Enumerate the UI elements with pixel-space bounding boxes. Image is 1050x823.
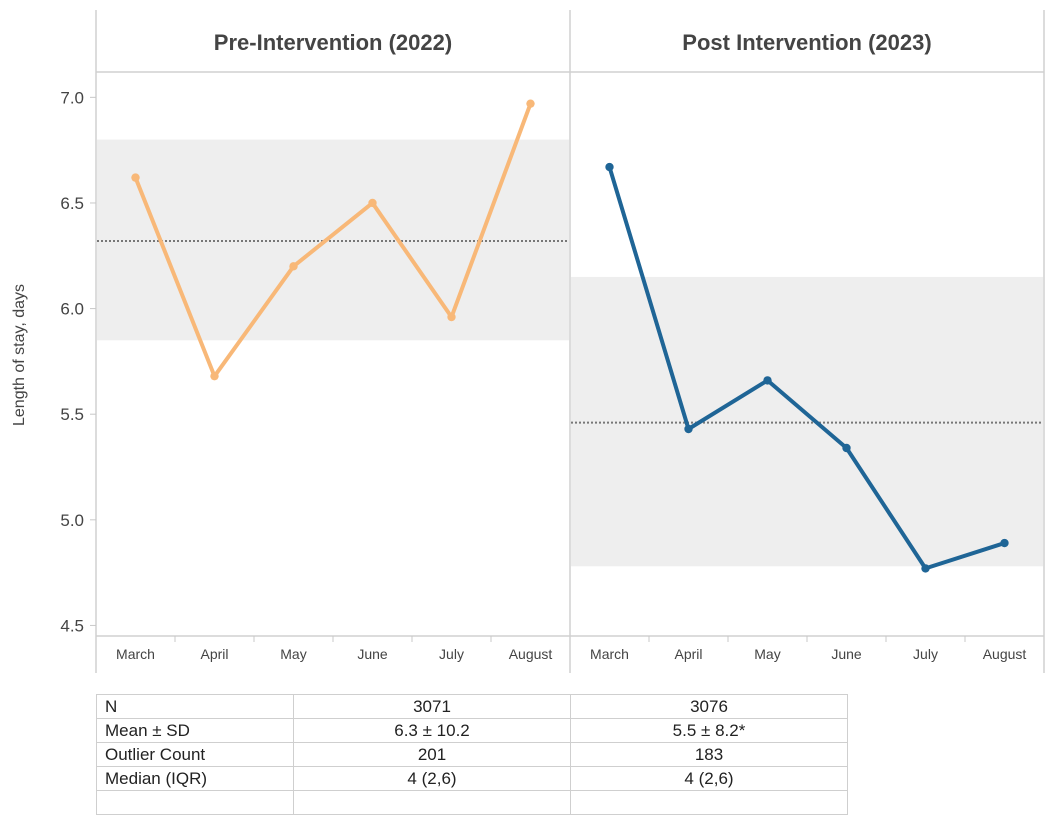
row-label: Mean ± SD	[96, 718, 294, 743]
table-cell	[570, 790, 848, 815]
x-tick-label: May	[280, 646, 306, 662]
table-row: N 3071 3076	[96, 694, 848, 719]
table-cell: 201	[293, 742, 571, 767]
table-cell: 4 (2,6)	[293, 766, 571, 791]
data-point	[1000, 538, 1009, 548]
data-point	[842, 443, 851, 453]
table-row: Median (IQR) 4 (2,6) 4 (2,6)	[96, 766, 848, 791]
panel-title: Post Intervention (2023)	[682, 30, 931, 55]
table-cell	[293, 790, 571, 815]
y-axis-label: Length of stay, days	[11, 284, 28, 426]
control-band	[97, 139, 569, 341]
y-tick-label: 7.0	[60, 88, 84, 107]
x-tick-label: August	[983, 646, 1027, 662]
table-cell: 5.5 ± 8.2*	[570, 718, 848, 743]
data-point	[210, 371, 219, 381]
series-line	[607, 165, 1007, 571]
x-tick-label: April	[674, 646, 702, 662]
x-tick-label: June	[357, 646, 388, 662]
table-cell: 3071	[293, 694, 571, 719]
row-label: N	[96, 694, 294, 719]
y-tick-label: 5.5	[60, 405, 84, 424]
x-tick-label: March	[116, 646, 155, 662]
data-point	[131, 173, 140, 182]
x-tick-label: June	[831, 646, 862, 662]
row-label	[96, 790, 294, 815]
data-point	[526, 99, 535, 108]
series-line	[133, 101, 533, 379]
row-label: Median (IQR)	[96, 766, 294, 791]
table-row: Outlier Count 201 183	[96, 742, 848, 767]
panel-title: Pre-Intervention (2022)	[214, 30, 452, 55]
table-cell: 6.3 ± 10.2	[293, 718, 571, 743]
table-cell: 4 (2,6)	[570, 766, 848, 791]
data-point	[289, 262, 298, 271]
x-tick-label: May	[754, 646, 780, 662]
table-cell: 3076	[570, 694, 848, 719]
table-cell: 183	[570, 742, 848, 767]
chart-area: Length of stay, days 7.0 6.5 6.0 5.5 5.0 4.5 Pr…	[11, 10, 1045, 673]
control-band	[571, 276, 1043, 567]
x-tick-label: July	[913, 646, 938, 662]
y-tick-label: 6.0	[60, 300, 84, 319]
y-tick-label: 4.5	[60, 616, 84, 635]
row-label: Outlier Count	[96, 742, 294, 767]
table-row	[96, 790, 848, 815]
x-tick-label: March	[590, 646, 629, 662]
table-row: Mean ± SD 6.3 ± 10.2 5.5 ± 8.2*	[96, 718, 848, 743]
data-point	[368, 198, 377, 208]
y-tick-label: 6.5	[60, 194, 84, 213]
data-point	[763, 376, 772, 385]
x-tick-label: August	[509, 646, 553, 662]
x-tick-label: July	[439, 646, 464, 662]
summary-table: N 3071 3076 Mean ± SD 6.3 ± 10.2 5.5 ± 8.2* Ou…	[96, 694, 848, 815]
y-tick-label: 5.0	[60, 511, 84, 530]
data-point	[684, 424, 693, 434]
x-tick-label: April	[200, 646, 228, 662]
data-point	[447, 312, 456, 322]
data-point	[921, 564, 930, 573]
data-point	[605, 162, 614, 172]
